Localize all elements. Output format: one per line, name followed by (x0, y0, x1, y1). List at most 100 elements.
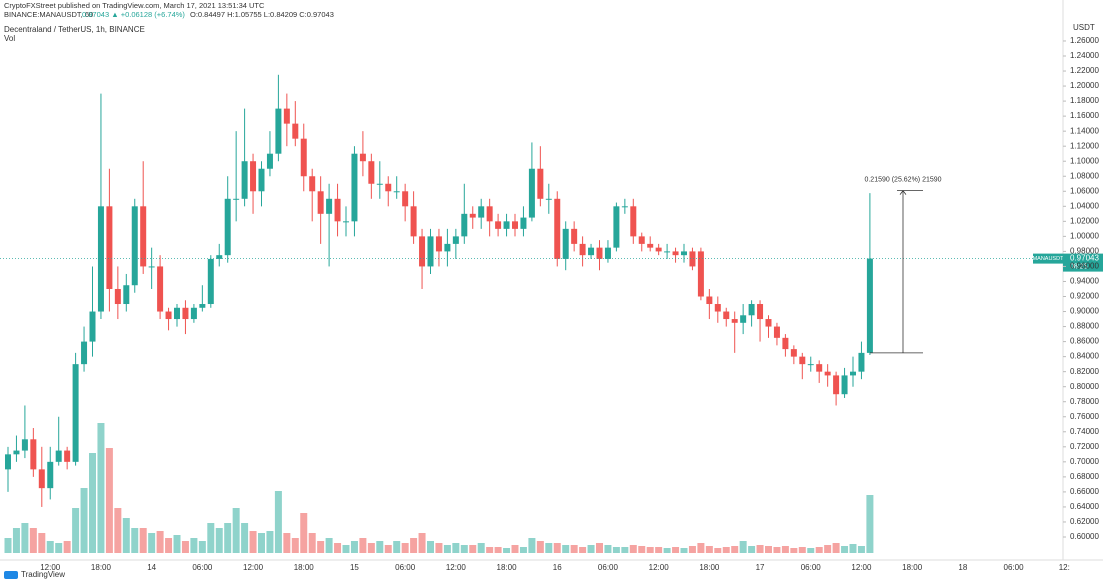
volume-bar (241, 523, 249, 553)
volume-bar (477, 543, 485, 553)
volume-bar (503, 548, 511, 553)
volume-bar (215, 528, 223, 553)
volume-bar (604, 545, 612, 553)
volume-bar (156, 531, 164, 553)
candle-body (697, 251, 704, 297)
volume-bar (756, 545, 764, 553)
candle-body (13, 450, 20, 455)
x-tick-label: 12: (1059, 563, 1070, 572)
candle-body (241, 161, 248, 199)
volume-bar (562, 545, 570, 553)
volume-bar (300, 513, 308, 553)
volume-bar (638, 546, 646, 553)
y-tick-label: 1.10000 (1070, 156, 1099, 165)
volume-bar (621, 547, 629, 553)
candle-body (833, 375, 840, 395)
candle-body (266, 153, 273, 169)
candle-body (850, 371, 856, 376)
price-badge-value: 0.97043 (1070, 254, 1099, 263)
volume-bar (528, 538, 536, 553)
x-tick-label: 06:00 (395, 563, 416, 572)
candle-body (748, 304, 755, 316)
volume-bar (232, 508, 240, 553)
volume-bar (866, 495, 874, 553)
candle-body (512, 221, 518, 229)
volume-bar (655, 547, 663, 553)
volume-bar (89, 453, 96, 553)
volume-bar (427, 541, 434, 553)
volume-bar (46, 541, 54, 553)
volume-bar (80, 488, 88, 553)
volume-bar (384, 545, 392, 553)
candle-body (469, 213, 476, 218)
candle-body (64, 450, 71, 462)
candle-body (520, 217, 527, 229)
x-tick-label: 06:00 (598, 563, 619, 572)
candle-body (545, 198, 552, 200)
candle-body (309, 176, 316, 192)
volume-bar (773, 547, 781, 553)
candle-body (157, 266, 164, 312)
volume-bar (545, 543, 553, 553)
volume-bar (72, 508, 80, 553)
y-tick-label: 1.04000 (1070, 201, 1099, 210)
volume-bar (672, 547, 680, 553)
volume-bar (29, 528, 37, 553)
x-tick-label: 16 (553, 563, 562, 572)
brand: TradingView (21, 570, 65, 579)
candle-body (233, 198, 240, 200)
volume-bar (705, 546, 713, 553)
candle-body (588, 247, 595, 256)
candle-body (647, 243, 654, 248)
x-tick-label: 18:00 (294, 563, 315, 572)
y-tick-label: 1.02000 (1070, 216, 1099, 225)
candle-body (368, 161, 375, 184)
plot-area (4, 74, 874, 553)
x-tick-label: 12:00 (40, 563, 61, 572)
volume-bar (12, 528, 20, 553)
candle-body (207, 258, 214, 305)
symbol: BINANCE:MANAUSDT, 60 (4, 10, 93, 19)
x-tick-label: 18:00 (91, 563, 112, 572)
price-badge (1063, 253, 1103, 272)
candle-body (461, 213, 468, 237)
y-tick-label: 1.00000 (1070, 231, 1099, 240)
volume-bar (181, 541, 189, 553)
candle-body (123, 285, 130, 305)
candle-body (131, 206, 138, 286)
candle-body (106, 206, 113, 289)
candle-body (757, 304, 764, 320)
candle-body (393, 191, 400, 193)
candle-body (655, 247, 662, 252)
y-tick-label: 0.70000 (1070, 457, 1099, 466)
publisher: CryptoFXStreet published on TradingView.… (4, 1, 265, 10)
volume-bar (612, 547, 620, 553)
volume-bar (765, 546, 772, 553)
volume-bar (697, 543, 705, 553)
candle-body (604, 247, 611, 259)
volume-bar (731, 546, 739, 553)
x-tick-label: 18:00 (497, 563, 518, 572)
candle-body (216, 255, 223, 259)
symbol-badge-text: MANAUSDT (1033, 256, 1065, 262)
volume-bar (350, 541, 358, 553)
candle-body (334, 198, 341, 222)
volume-bar (815, 547, 823, 553)
candle-body (435, 236, 442, 252)
volume-bar (63, 541, 71, 553)
y-tick-label: 1.24000 (1070, 51, 1099, 60)
y-tick-label: 1.08000 (1070, 171, 1099, 180)
candle-body (765, 319, 772, 327)
volume-bar (807, 548, 815, 553)
footer-logo: TradingView (4, 570, 65, 579)
y-tick-label: 1.12000 (1070, 141, 1099, 150)
volume-bar (857, 546, 865, 553)
candle-body (528, 168, 535, 218)
y-tick-label: 1.06000 (1070, 186, 1099, 195)
y-tick-label: 0.78000 (1070, 397, 1099, 406)
candle-body (486, 206, 493, 222)
chart-title: Decentraland / TetherUS, 1h, BINANCE (4, 25, 145, 34)
volume-bar (680, 548, 688, 553)
candle-body (410, 206, 417, 237)
candle-body (714, 304, 721, 312)
